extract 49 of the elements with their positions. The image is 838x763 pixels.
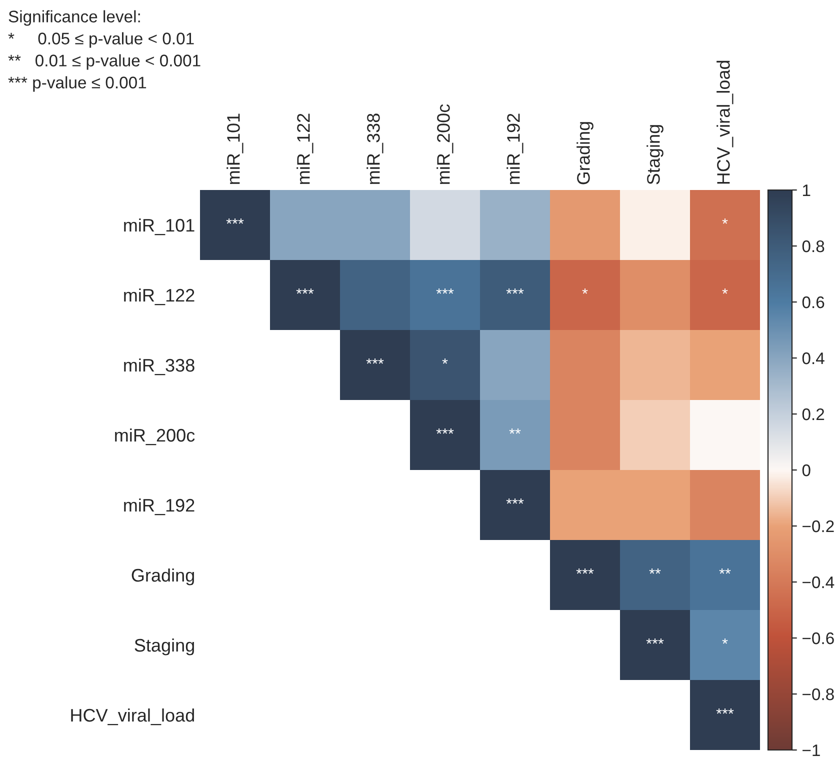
data-label: * [722, 288, 728, 294]
color-bar-label: −0.2 [802, 520, 834, 532]
y-tick-label: miR_200c [115, 428, 195, 446]
data-label: *** [296, 288, 314, 294]
data-label: * [722, 218, 728, 224]
data-label: *** [506, 288, 524, 294]
x-tick-label: miR_101 [226, 114, 244, 184]
color-bar-label: 0.2 [802, 408, 824, 420]
data-label: ** [719, 568, 731, 574]
color-bar-label: −0.8 [802, 688, 834, 700]
data-label: *** [436, 428, 454, 434]
x-tick-label: miR_122 [296, 114, 314, 184]
x-tick-label: miR_338 [366, 114, 384, 184]
color-bar-label: 0 [802, 464, 810, 476]
y-tick-label: Staging [134, 638, 194, 656]
color-bar-label: 0.6 [802, 296, 824, 308]
color-bar-label: −1 [802, 744, 820, 756]
color-bar-label: 0.8 [802, 240, 824, 252]
x-tick-label: miR_192 [506, 114, 524, 184]
x-tick-label: Grading [576, 122, 594, 184]
text: *** p-value ≤ 0.001 [8, 76, 146, 92]
data-label: ** [509, 428, 521, 434]
data-label: * [722, 638, 728, 644]
text: * 0.05 ≤ p-value < 0.01 [8, 32, 194, 48]
color-bar-label: −0.4 [802, 576, 834, 588]
data-label: ** [649, 568, 661, 574]
y-tick-label: HCV_viral_load [71, 708, 194, 726]
text: Significance level: [8, 10, 140, 26]
data-label: * [442, 358, 448, 364]
data-label: *** [366, 358, 384, 364]
data-label: *** [716, 708, 734, 714]
x-tick-label: Staging [646, 125, 664, 184]
y-tick-label: miR_338 [124, 358, 194, 376]
text: ** 0.01 ≤ p-value < 0.001 [8, 54, 200, 70]
x-tick-label: HCV_viral_load [716, 60, 734, 184]
y-tick-label: miR_122 [124, 288, 194, 306]
color-bar-label: 0.4 [802, 352, 824, 364]
data-label: *** [506, 498, 524, 504]
data-label: *** [226, 218, 244, 224]
color-bar-label: −0.6 [802, 632, 834, 644]
data-label: *** [436, 288, 454, 294]
y-tick-label: miR_192 [124, 498, 194, 516]
y-tick-label: miR_101 [124, 218, 194, 236]
data-label: *** [576, 568, 594, 574]
y-tick-label: Grading [132, 568, 194, 586]
x-tick-label: miR_200c [436, 104, 454, 184]
data-label: * [582, 288, 588, 294]
data-label: *** [646, 638, 664, 644]
color-bar-label: 1 [802, 184, 810, 196]
